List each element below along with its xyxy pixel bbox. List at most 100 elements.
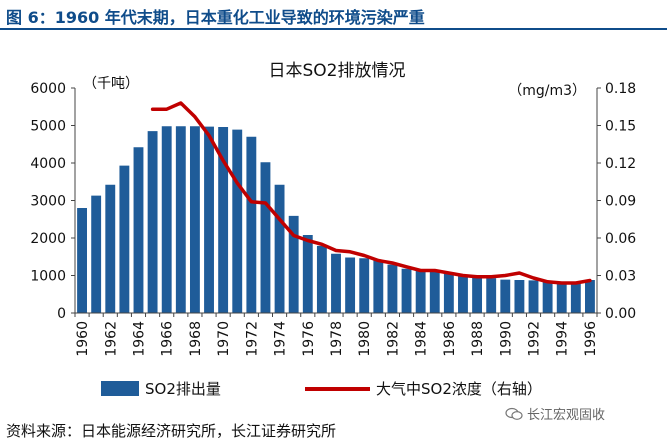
line-point-1987 xyxy=(462,274,464,277)
x-tick-label: 1962 xyxy=(103,321,119,357)
bar-1991 xyxy=(514,280,525,313)
line-point-1994 xyxy=(560,282,563,284)
line-point-1974 xyxy=(278,218,281,221)
line-point-1967 xyxy=(180,102,182,104)
line-point-1984 xyxy=(419,269,422,272)
bar-1981 xyxy=(373,260,384,313)
bar-1978 xyxy=(331,253,341,313)
bar-1987 xyxy=(458,275,468,313)
line-point-1981 xyxy=(377,259,380,262)
bar-1975 xyxy=(288,215,299,313)
x-tick-label: 1994 xyxy=(555,321,571,357)
line-point-1969 xyxy=(208,134,210,137)
chart-title: 日本SO2排放情况 xyxy=(269,61,406,81)
line-point-1988 xyxy=(476,275,478,278)
right-tick-label: 0.09 xyxy=(605,194,636,210)
bar-1960 xyxy=(77,208,87,313)
line-point-1975 xyxy=(292,234,295,237)
x-tick-label: 1968 xyxy=(188,321,204,357)
bar-1968 xyxy=(189,126,200,313)
bar-1979 xyxy=(345,257,356,313)
line-point-1989 xyxy=(490,275,492,278)
bar-1971 xyxy=(232,129,243,313)
line-point-1977 xyxy=(321,243,323,246)
legend-line-label: 大气中SO2浓度（右轴） xyxy=(376,380,542,398)
bar-1990 xyxy=(500,279,511,313)
right-tick-label: 0.00 xyxy=(605,306,636,322)
right-tick-label: 0.15 xyxy=(605,119,636,135)
x-tick-label: 1972 xyxy=(244,321,260,357)
line-point-1983 xyxy=(405,265,408,268)
left-tick-label: 5000 xyxy=(30,119,66,135)
bar-1977 xyxy=(316,245,327,313)
right-tick-label: 0.06 xyxy=(605,231,636,247)
bar-1993 xyxy=(542,280,553,313)
wechat-icon xyxy=(505,407,523,420)
line-point-1965 xyxy=(151,108,154,111)
legend-bar-label: SO2排出量 xyxy=(145,380,221,398)
left-tick-label: 1000 xyxy=(30,269,66,285)
line-point-1990 xyxy=(504,274,507,277)
x-tick-label: 1970 xyxy=(216,321,232,357)
bar-1967 xyxy=(175,126,186,313)
line-point-1966 xyxy=(165,108,168,111)
x-tick-label: 1976 xyxy=(301,321,317,357)
line-point-1968 xyxy=(194,115,196,118)
source-note: 资料来源：日本能源经济研究所，长江证券研究所 xyxy=(6,422,337,440)
x-tick-label: 1996 xyxy=(583,321,599,357)
left-tick-label: 0 xyxy=(57,306,66,322)
line-point-1976 xyxy=(306,239,309,242)
so2-concentration-line xyxy=(150,101,592,285)
line-point-1971 xyxy=(236,182,239,184)
bar-1988 xyxy=(472,277,483,313)
bar-1996 xyxy=(585,280,595,313)
line-point-1978 xyxy=(335,249,337,252)
bar-1989 xyxy=(486,278,497,313)
line-point-1993 xyxy=(546,280,549,283)
x-tick-label: 1984 xyxy=(414,321,430,357)
x-tick-label: 1960 xyxy=(75,321,91,357)
bar-1986 xyxy=(443,273,454,313)
bar-1964 xyxy=(133,147,144,313)
right-tick-label: 0.18 xyxy=(605,81,636,97)
left-tick-label: 2000 xyxy=(30,231,66,247)
bar-1963 xyxy=(119,165,130,313)
bar-1966 xyxy=(161,126,172,313)
right-tick-label: 0.12 xyxy=(605,156,636,172)
x-tick-label: 1992 xyxy=(527,321,543,357)
line-point-1986 xyxy=(448,272,450,274)
right-axis-unit: （mg/m3） xyxy=(508,83,586,99)
x-tick-label: 1988 xyxy=(470,321,486,357)
bar-1970 xyxy=(218,127,229,313)
bar-1962 xyxy=(105,184,116,313)
right-tick-label: 0.03 xyxy=(605,269,636,285)
line-point-1980 xyxy=(363,254,366,257)
x-tick-label: 1982 xyxy=(385,321,401,357)
line-point-1995 xyxy=(575,282,577,284)
title-divider xyxy=(0,28,667,30)
bar-1973 xyxy=(260,162,271,313)
bar-1974 xyxy=(274,184,285,313)
line-point-1970 xyxy=(222,159,224,162)
x-tick-label: 1966 xyxy=(160,321,176,357)
line-point-1985 xyxy=(433,269,436,272)
x-tick-label: 1990 xyxy=(498,321,514,357)
bar-1995 xyxy=(570,281,581,313)
bar-1976 xyxy=(302,235,313,313)
x-tick-label: 1974 xyxy=(273,321,289,357)
figure-title: 图 6：1960 年代末期，日本重化工业导致的环境污染严重 xyxy=(6,8,425,27)
left-tick-label: 3000 xyxy=(30,194,66,210)
bar-1983 xyxy=(401,268,412,313)
bar-1980 xyxy=(359,258,370,313)
line-point-1972 xyxy=(250,200,253,203)
watermark-text: 长江宏观固收 xyxy=(527,408,606,423)
line-point-1979 xyxy=(349,250,351,253)
x-tick-label: 1980 xyxy=(357,321,373,357)
bar-1984 xyxy=(415,270,426,313)
left-tick-label: 4000 xyxy=(30,156,66,172)
line-point-1982 xyxy=(391,262,394,264)
bar-1994 xyxy=(556,281,567,313)
watermark: 长江宏观固收 xyxy=(505,404,605,423)
left-tick-label: 6000 xyxy=(30,81,66,97)
